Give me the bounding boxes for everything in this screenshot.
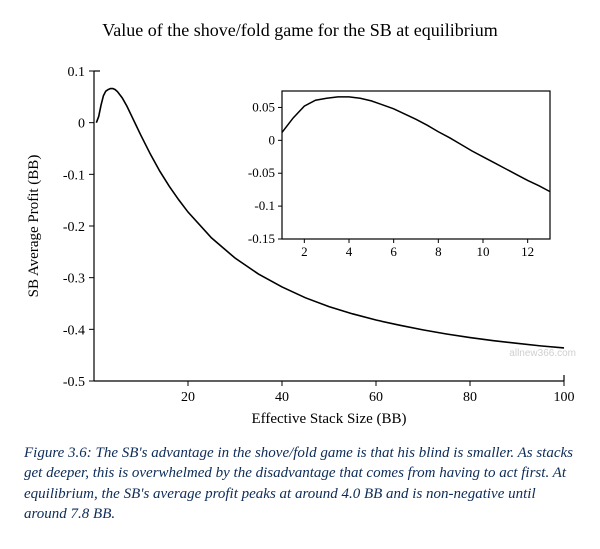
- svg-text:-0.1: -0.1: [254, 198, 275, 213]
- svg-text:0: 0: [78, 117, 85, 132]
- chart-container: -0.5-0.4-0.3-0.2-0.100.120406080100SB Av…: [20, 51, 580, 431]
- svg-text:6: 6: [390, 244, 397, 259]
- chart-title: Value of the shove/fold game for the SB …: [20, 20, 580, 41]
- svg-text:Effective Stack Size (BB): Effective Stack Size (BB): [251, 411, 406, 427]
- svg-text:-0.1: -0.1: [63, 168, 85, 183]
- svg-text:-0.4: -0.4: [63, 323, 85, 338]
- figure-caption: Figure 3.6: The SB's advantage in the sh…: [20, 443, 580, 524]
- watermark: allnew366.com: [509, 348, 576, 359]
- svg-text:0.05: 0.05: [252, 99, 275, 114]
- svg-text:4: 4: [346, 244, 353, 259]
- svg-text:60: 60: [369, 390, 383, 405]
- svg-text:-0.2: -0.2: [63, 220, 85, 235]
- svg-text:20: 20: [181, 390, 195, 405]
- svg-text:40: 40: [275, 390, 289, 405]
- svg-text:-0.05: -0.05: [248, 165, 275, 180]
- svg-text:-0.3: -0.3: [63, 272, 85, 287]
- svg-text:0.1: 0.1: [68, 65, 86, 80]
- svg-text:2: 2: [301, 244, 308, 259]
- svg-text:-0.15: -0.15: [248, 231, 275, 246]
- svg-text:12: 12: [521, 244, 534, 259]
- svg-text:-0.5: -0.5: [63, 375, 85, 390]
- svg-text:SB Average Profit (BB): SB Average Profit (BB): [26, 155, 42, 298]
- svg-text:80: 80: [463, 390, 477, 405]
- svg-text:0: 0: [269, 132, 276, 147]
- main-chart: -0.5-0.4-0.3-0.2-0.100.120406080100SB Av…: [20, 51, 580, 431]
- svg-text:10: 10: [477, 244, 490, 259]
- svg-text:8: 8: [435, 244, 442, 259]
- svg-text:100: 100: [554, 390, 575, 405]
